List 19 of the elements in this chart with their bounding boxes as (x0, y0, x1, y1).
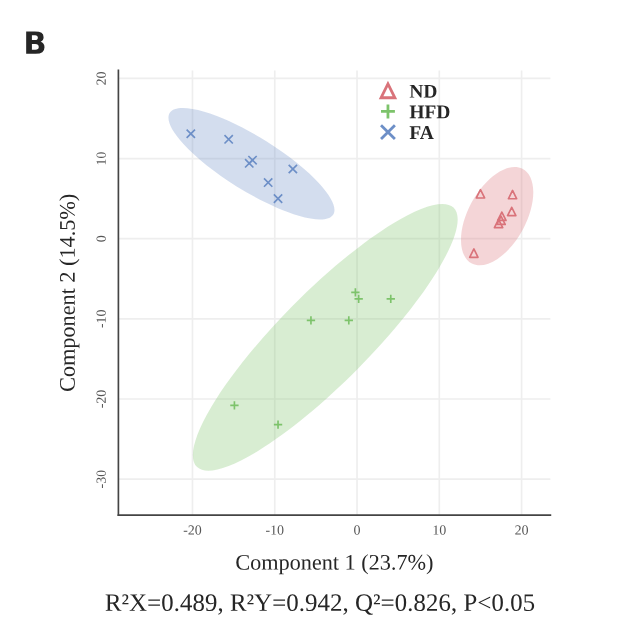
legend-label: HFD (409, 105, 450, 119)
point (223, 134, 234, 145)
point (353, 293, 364, 304)
text: R²X=0.489, R²Y=0.942, Q²=0.826, P<0.05 (105, 594, 535, 615)
x-axis-title: Component 1 (23.7%) (236, 554, 433, 575)
point (263, 177, 274, 188)
point (506, 206, 517, 217)
point (287, 163, 298, 174)
point (507, 189, 518, 200)
chart-title: B (26, 31, 45, 54)
point (496, 211, 507, 222)
point (468, 248, 479, 259)
point (273, 193, 284, 204)
point (475, 188, 486, 199)
y-axis-title: Component 2 (14.5%) (59, 194, 80, 391)
legend-label: ND (409, 84, 437, 98)
legend-label: FA (409, 126, 434, 139)
point (385, 293, 396, 304)
point (185, 128, 196, 139)
